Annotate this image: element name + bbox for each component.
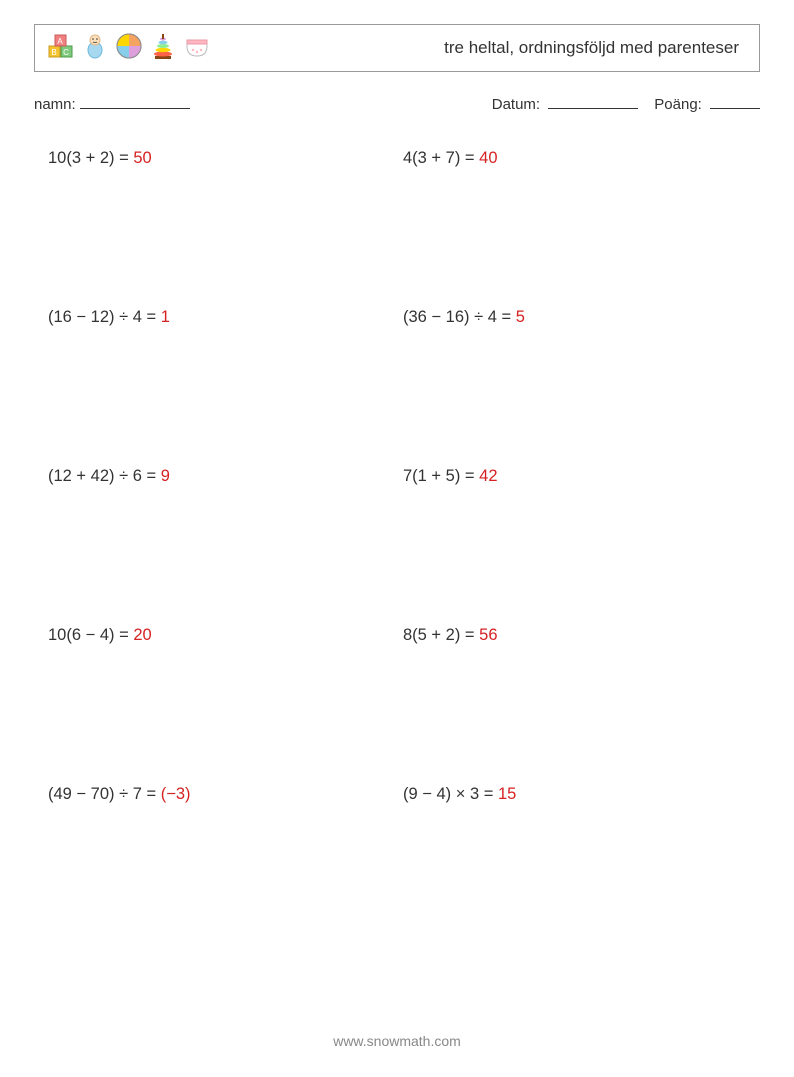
svg-text:C: C [63,48,69,57]
problem-7: 10(6 − 4) = 20 [48,626,391,645]
problem-expr: 8(5 + 2) = [403,626,479,644]
problem-expr: 10(3 + 2) = [48,149,133,167]
date-underline [548,94,638,109]
worksheet-title: tre heltal, ordningsföljd med parenteser [444,38,747,58]
problem-expr: (49 − 70) ÷ 7 = [48,785,161,803]
problem-answer: 1 [161,308,170,326]
problem-expr: (16 − 12) ÷ 4 = [48,308,161,326]
score-field: Poäng: [654,94,760,113]
svg-text:B: B [51,48,56,57]
problem-8: 8(5 + 2) = 56 [403,626,746,645]
problem-answer: 15 [498,785,516,803]
problem-10: (9 − 4) × 3 = 15 [403,785,746,804]
problem-3: (16 − 12) ÷ 4 = 1 [48,308,391,327]
problem-answer: 42 [479,467,497,485]
name-underline [80,94,190,109]
problem-answer: 20 [133,626,151,644]
ball-icon [115,32,143,64]
problem-2: 4(3 + 7) = 40 [403,149,746,168]
problem-answer: 5 [516,308,525,326]
problem-9: (49 − 70) ÷ 7 = (−3) [48,785,391,804]
problem-1: 10(3 + 2) = 50 [48,149,391,168]
problem-answer: 40 [479,149,497,167]
problem-expr: 10(6 − 4) = [48,626,133,644]
problem-expr: 4(3 + 7) = [403,149,479,167]
problem-answer: (−3) [161,785,191,803]
problem-4: (36 − 16) ÷ 4 = 5 [403,308,746,327]
problem-expr: (9 − 4) × 3 = [403,785,498,803]
problem-answer: 50 [133,149,151,167]
header-icons: A B C [47,32,211,64]
problem-6: 7(1 + 5) = 42 [403,467,746,486]
problem-expr: 7(1 + 5) = [403,467,479,485]
problems-grid: 10(3 + 2) = 50 4(3 + 7) = 40 (16 − 12) ÷… [48,149,746,804]
baby-icon [81,32,109,64]
score-underline [710,94,760,109]
problem-answer: 9 [161,467,170,485]
name-label: namn: [34,96,76,113]
problem-answer: 56 [479,626,497,644]
svg-text:A: A [57,37,63,46]
score-label: Poäng: [654,96,702,113]
diaper-icon [183,32,211,64]
date-label: Datum: [492,96,540,113]
header-box: A B C [34,24,760,72]
problem-5: (12 + 42) ÷ 6 = 9 [48,467,391,486]
date-field: Datum: [492,94,639,113]
footer-url: www.snowmath.com [0,1033,794,1049]
problem-expr: (36 − 16) ÷ 4 = [403,308,516,326]
problem-expr: (12 + 42) ÷ 6 = [48,467,161,485]
info-row: namn: Datum: Poäng: [34,94,760,113]
rings-icon [149,32,177,64]
blocks-icon: A B C [47,32,75,64]
name-field: namn: [34,94,190,113]
